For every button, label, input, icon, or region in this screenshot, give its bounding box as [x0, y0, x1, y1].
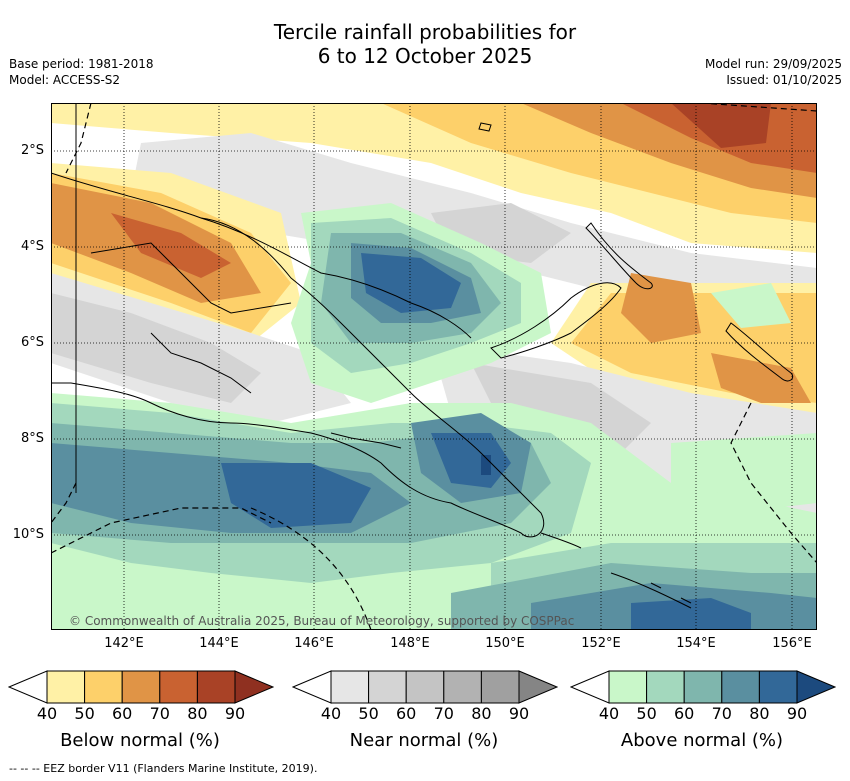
borders: [75, 103, 402, 493]
lat-label: 4°S: [20, 239, 44, 254]
colorbar-tick: 40: [598, 704, 620, 723]
colorbar-tick: 70: [433, 704, 454, 723]
lat-label: 2°S: [20, 143, 44, 158]
colorbar-tick: 40: [36, 704, 58, 723]
region-above-40-east: [711, 283, 791, 328]
colorbar-min-extension: [570, 670, 610, 704]
base-period: Base period: 1981-2018: [9, 57, 154, 71]
probability-map: © Commonwealth of Australia 2025, Bureau…: [51, 103, 817, 630]
colorbar-tick: 80: [471, 704, 492, 723]
province-border-1: [90, 242, 292, 314]
lon-label: 144°E: [199, 636, 239, 651]
png-northcoast: [200, 217, 472, 339]
colorbar: [8, 670, 274, 704]
map-credit: © Commonwealth of Australia 2025, Bureau…: [69, 614, 574, 628]
colorbar-max-extension: [234, 670, 274, 704]
region-below-60-southeast: [711, 353, 811, 403]
colorbar-label: Below normal (%): [60, 730, 220, 751]
colorbar-tick: 80: [187, 704, 208, 723]
province-border-2: [150, 332, 252, 394]
meta-right: Model run: 29/09/2025 Issued: 01/10/2025: [705, 56, 842, 88]
island-chain-south: [610, 572, 692, 609]
colorbar-tick: 90: [786, 704, 808, 723]
region-above-80-central: [361, 253, 461, 313]
colorbar-segment: [608, 670, 648, 704]
lat-label: 6°S: [20, 335, 44, 350]
lon-label: 152°E: [581, 636, 621, 651]
eez-west-south: [51, 482, 77, 524]
map-frame: [51, 103, 817, 630]
lon-label: 148°E: [390, 636, 430, 651]
new-ireland-coast: [585, 222, 653, 290]
colorbar-segment: [405, 670, 445, 704]
colorbar-tick: 90: [508, 704, 530, 723]
colorbar-label: Near normal (%): [349, 730, 499, 751]
colorbar-label: Above normal (%): [620, 730, 784, 751]
lon-label: 146°E: [294, 636, 334, 651]
colorbar-tick: 50: [358, 704, 379, 723]
colorbar-segment: [758, 670, 798, 704]
colorbar-max-extension: [796, 670, 836, 704]
new-britain-coast: [490, 282, 622, 359]
province-border-3: [330, 432, 402, 449]
region-above-80-south: [221, 463, 371, 528]
colorbar-segment: [159, 670, 198, 704]
lat-label: 10°S: [12, 527, 44, 542]
colorbar-segment: [683, 670, 723, 704]
eez-borders: [51, 103, 817, 630]
bougainville-coast: [725, 322, 794, 382]
lat-label: 8°S: [20, 431, 44, 446]
colorbar-tick: 40: [320, 704, 342, 723]
colorbar-min-extension: [8, 670, 48, 704]
region-near-50-west: [51, 293, 261, 403]
model-run: Model run: 29/09/2025: [704, 57, 842, 71]
colorbar-segment: [84, 670, 123, 704]
region-below-80-northeast: [671, 103, 771, 148]
eez-arc-south: [250, 507, 372, 630]
eez-footnote: -- -- -- EEZ border V11 (Flanders Marine…: [9, 762, 318, 775]
colorbar-tick: 60: [112, 704, 133, 723]
coastlines: [51, 122, 794, 609]
colorbar-segment: [196, 670, 236, 704]
colorbar-segment: [121, 670, 161, 704]
colorbar-segment: [721, 670, 760, 704]
title-line-1: Tercile rainfall probabilities for: [273, 20, 577, 44]
chart-title: Tercile rainfall probabilities for 6 to …: [0, 20, 850, 68]
colorbar-tick: 80: [749, 704, 770, 723]
colorbar-tick: 50: [636, 704, 657, 723]
eez-northwest: [65, 103, 92, 174]
lon-label: 142°E: [104, 636, 144, 651]
colorbar-segment: [646, 670, 685, 704]
colorbar-tick: 70: [149, 704, 170, 723]
colorbar: [292, 670, 558, 704]
new-guinea-coast: [51, 172, 544, 538]
colorbar-tick: 70: [711, 704, 732, 723]
colorbar-tick: 60: [674, 704, 695, 723]
colorbar-segment: [443, 670, 482, 704]
lon-label: 150°E: [485, 636, 525, 651]
meta-left: Base period: 1981-2018 Model: ACCESS-S2: [9, 56, 154, 88]
colorbar-segment: [46, 670, 86, 704]
colorbar-segment: [368, 670, 407, 704]
colorbar-segment: [480, 670, 520, 704]
title-line-2: 6 to 12 October 2025: [317, 44, 533, 68]
region-below-70-west: [111, 213, 231, 278]
manus-coast: [478, 122, 492, 132]
d-entrecasteaux: [540, 532, 582, 549]
colorbar-tick: 60: [396, 704, 417, 723]
colorbar-tick: 50: [74, 704, 95, 723]
region-above-80-southeast: [631, 598, 751, 630]
lon-label: 154°E: [676, 636, 716, 651]
colorbar-min-extension: [292, 670, 332, 704]
issued-date: Issued: 01/10/2025: [726, 73, 842, 87]
colorbar-segment: [330, 670, 370, 704]
colorbar-max-extension: [518, 670, 558, 704]
region-below-60-east: [621, 273, 701, 343]
colorbar: [570, 670, 836, 704]
colorbar-tick: 90: [224, 704, 246, 723]
eez-southwest: [51, 507, 272, 554]
model-name: Model: ACCESS-S2: [9, 73, 121, 87]
gridlines: [51, 103, 817, 630]
lon-label: 156°E: [772, 636, 812, 651]
